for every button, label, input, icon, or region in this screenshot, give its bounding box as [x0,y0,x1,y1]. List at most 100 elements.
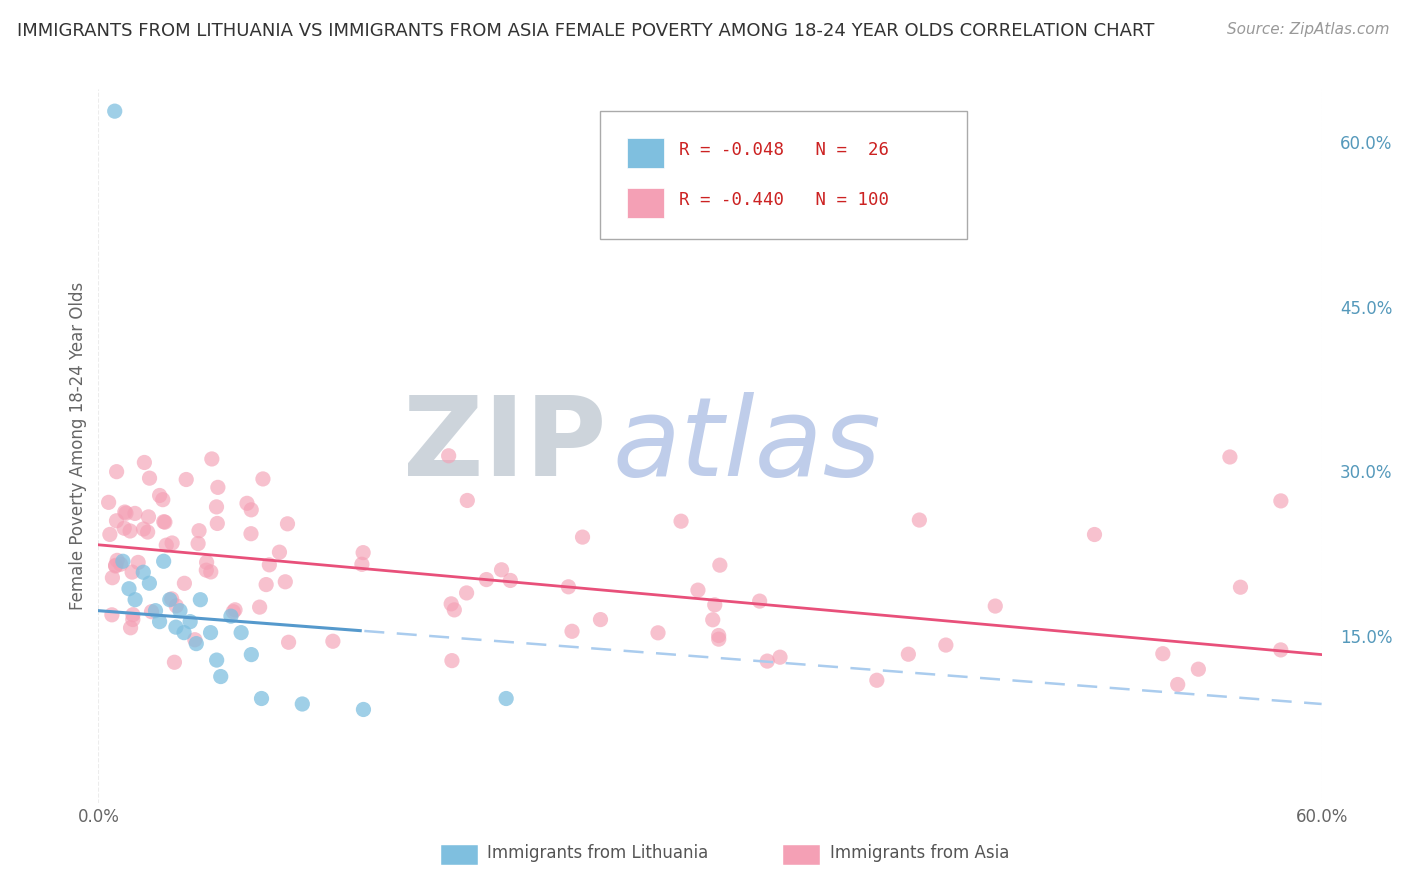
Point [138,576,160,591]
Point [589,613,612,627]
Point [769,650,792,665]
Text: Source: ZipAtlas.com: Source: ZipAtlas.com [1226,22,1389,37]
Point [1270,494,1292,508]
Point [132,566,155,580]
Point [249,600,271,615]
Point [1187,662,1209,676]
Point [138,471,160,485]
Point [571,530,593,544]
Point [1270,643,1292,657]
Text: R = -0.440   N = 100: R = -0.440 N = 100 [679,191,890,209]
Text: Immigrants from Lithuania: Immigrants from Lithuania [488,844,709,862]
Point [121,565,143,579]
Point [350,558,373,572]
Point [132,522,155,536]
Point [97,495,120,509]
Text: 30.0%: 30.0% [1340,465,1392,483]
Point [259,558,281,572]
Point [114,505,136,519]
Point [152,554,174,568]
Point [101,571,124,585]
Point [159,592,181,607]
Point [98,527,121,541]
Point [105,514,128,528]
Point [179,615,201,629]
Point [495,691,517,706]
Point [104,104,127,119]
Point [276,516,298,531]
Point [188,524,211,538]
Point [240,648,263,662]
Point [152,515,174,529]
Point [231,625,253,640]
Point [456,493,478,508]
Point [120,621,142,635]
Point [866,673,889,688]
Point [440,654,463,668]
Point [205,653,228,667]
Point [499,574,522,588]
Point [136,524,159,539]
Point [124,507,146,521]
Point [207,516,229,531]
Point [152,492,174,507]
Point [352,702,374,716]
Point [561,624,583,639]
Point [105,465,128,479]
Point [219,609,242,624]
Point [115,506,138,520]
Point [707,628,730,642]
Point [165,620,187,634]
Point [748,594,770,608]
Point [291,697,314,711]
Text: IMMIGRANTS FROM LITHUANIA VS IMMIGRANTS FROM ASIA FEMALE POVERTY AMONG 18-24 YEA: IMMIGRANTS FROM LITHUANIA VS IMMIGRANTS … [17,22,1154,40]
Point [104,558,127,573]
Point [647,625,669,640]
Point [101,607,124,622]
Point [254,577,277,591]
Point [155,538,177,552]
Point [491,563,513,577]
Point [352,546,374,560]
Point [112,521,135,535]
Point [1219,450,1241,464]
Point [195,555,218,569]
Point [120,524,142,538]
FancyBboxPatch shape [627,137,664,168]
Point [908,513,931,527]
Point [165,599,187,613]
Point [224,603,246,617]
Point [269,545,291,559]
Point [1229,580,1251,594]
Text: ZIP: ZIP [402,392,606,500]
Y-axis label: Female Poverty Among 18-24 Year Olds: Female Poverty Among 18-24 Year Olds [69,282,87,610]
Point [897,647,920,661]
Point [709,558,731,573]
Point [686,583,709,598]
Point [437,449,460,463]
FancyBboxPatch shape [783,845,820,865]
Point [195,563,218,577]
Point [121,613,143,627]
Point [174,473,197,487]
Point [702,613,724,627]
Point [124,592,146,607]
Point [200,565,222,579]
Point [707,632,730,647]
Point [1167,677,1189,691]
Point [557,580,579,594]
Text: 60.0%: 60.0% [1340,135,1392,153]
Text: 15.0%: 15.0% [1340,629,1392,647]
Point [222,605,245,619]
Point [111,554,134,568]
Point [703,598,725,612]
Point [104,559,127,574]
Point [440,597,463,611]
Point [138,509,160,524]
FancyBboxPatch shape [600,111,967,239]
Point [443,603,465,617]
Point [207,480,229,494]
Point [240,503,263,517]
Point [322,634,344,648]
Text: R = -0.048   N =  26: R = -0.048 N = 26 [679,141,890,159]
